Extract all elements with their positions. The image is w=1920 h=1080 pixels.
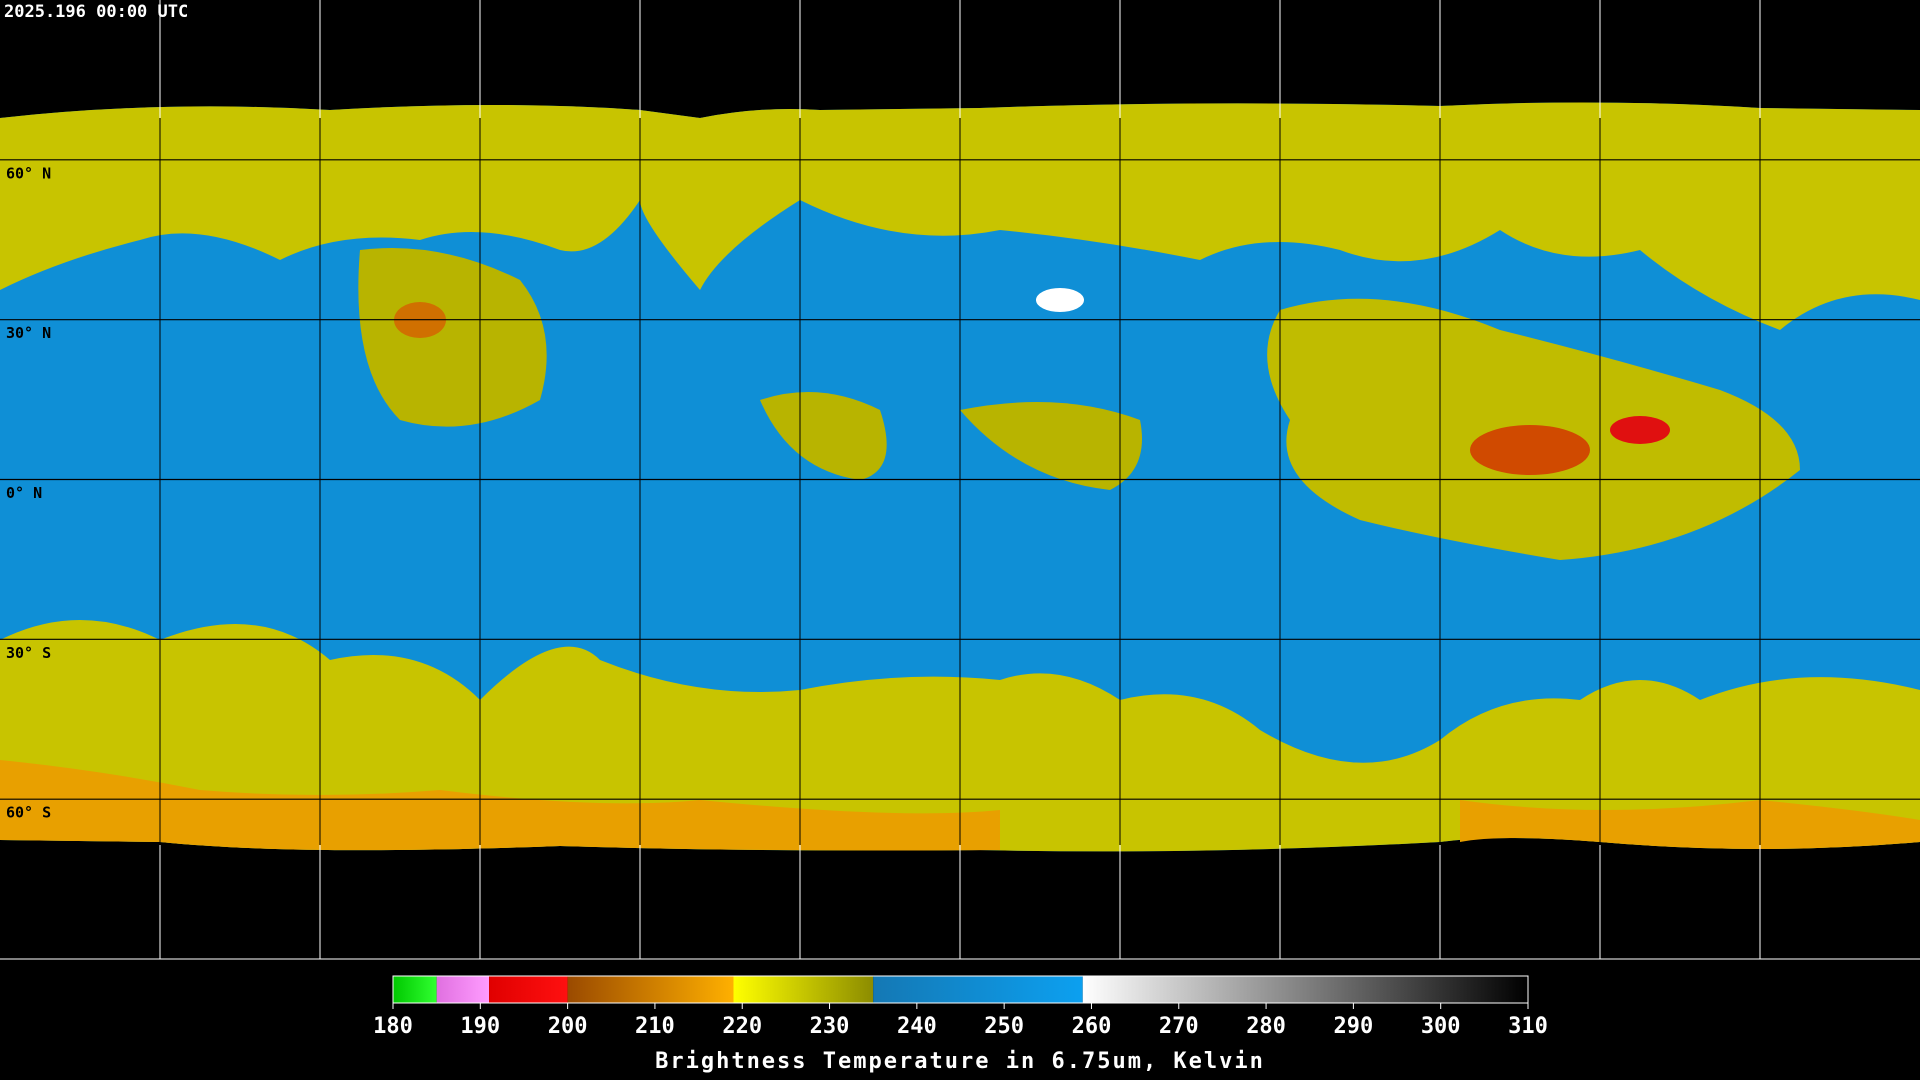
lat-label: 60° N bbox=[6, 164, 51, 182]
colorbar-segment bbox=[393, 976, 437, 1003]
colorbar-segment bbox=[567, 976, 734, 1003]
colorbar-tick-label: 200 bbox=[548, 1014, 588, 1039]
cold-region-south bbox=[0, 760, 1000, 851]
convection bbox=[1610, 416, 1670, 444]
colorbar-tick-label: 190 bbox=[460, 1014, 500, 1039]
colorbar-tick-label: 230 bbox=[810, 1014, 850, 1039]
colorbar-tick-label: 220 bbox=[722, 1014, 762, 1039]
colorbar-tick-label: 210 bbox=[635, 1014, 675, 1039]
colorbar-tick-label: 280 bbox=[1246, 1014, 1286, 1039]
lat-label: 30° N bbox=[6, 324, 51, 342]
colorbar-tick-label: 270 bbox=[1159, 1014, 1199, 1039]
moist-region-america bbox=[358, 248, 547, 427]
lat-label: 60° S bbox=[6, 804, 51, 822]
colorbar-frame bbox=[392, 975, 1529, 1004]
moist-region-atlantic bbox=[760, 392, 887, 480]
colorbar-tick-label: 260 bbox=[1072, 1014, 1112, 1039]
colorbar: 180 190 200 210 220 230 240 250 260 270 280 290 300 3… bbox=[373, 975, 1548, 1039]
lat-label: 30° S bbox=[6, 644, 51, 662]
colorbar-tick-label: 300 bbox=[1421, 1014, 1461, 1039]
colorbar-tick-label: 240 bbox=[897, 1014, 937, 1039]
convection bbox=[1470, 425, 1590, 475]
colorbar-tick-label: 180 bbox=[373, 1014, 413, 1039]
lat-label: 0° N bbox=[6, 484, 42, 502]
graticule: 60° N 30° N 0° N 30° S 60° S bbox=[6, 0, 1761, 959]
colorbar-tick-label: 250 bbox=[984, 1014, 1024, 1039]
cold-region-south bbox=[1460, 800, 1920, 849]
moist-region-africa bbox=[960, 402, 1142, 490]
colorbar-label: Brightness Temperature in 6.75um, Kelvin bbox=[655, 1049, 1265, 1074]
colorbar-tick-label: 310 bbox=[1508, 1014, 1548, 1039]
colorbar-segment bbox=[489, 976, 568, 1003]
colorbar-segment bbox=[873, 976, 1083, 1003]
colorbar-segment bbox=[1082, 976, 1528, 1003]
timestamp: 2025.196 00:00 UTC bbox=[4, 2, 188, 22]
colorbar-tick-label: 290 bbox=[1334, 1014, 1374, 1039]
dry-spot bbox=[1036, 288, 1084, 312]
colorbar-segment bbox=[436, 976, 490, 1003]
colorbar-segment bbox=[733, 976, 874, 1003]
